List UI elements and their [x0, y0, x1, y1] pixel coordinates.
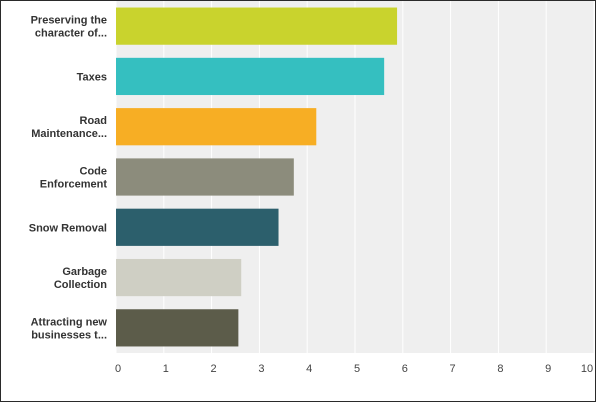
category-labels: Preserving the character of... Taxes Road Ma… [29, 15, 108, 342]
category-label: Code Enforcement [40, 166, 108, 191]
x-tick-label: 7 [450, 363, 456, 375]
x-tick-label: 3 [258, 363, 264, 375]
category-label: Taxes [77, 71, 107, 83]
x-tick-label: 1 [163, 363, 169, 375]
x-tick-label: 5 [354, 363, 360, 375]
category-label: Attracting new businesses t... [31, 316, 108, 341]
category-label: Snow Removal [29, 222, 107, 234]
x-tick-label: 4 [306, 363, 312, 375]
x-tick-label: 0 [115, 363, 121, 375]
bars [116, 7, 398, 347]
category-label: Preserving the character of... [31, 15, 107, 40]
x-tick-label: 2 [211, 363, 217, 375]
bar[interactable] [116, 108, 317, 146]
bar[interactable] [116, 258, 242, 297]
bar[interactable] [116, 7, 398, 45]
x-tick-label: 6 [402, 363, 408, 375]
bar[interactable] [116, 57, 385, 96]
bar[interactable] [116, 309, 239, 347]
category-label: Road Maintenance... [31, 115, 107, 140]
x-tick-label: 8 [497, 363, 503, 375]
bar[interactable] [116, 208, 279, 246]
x-axis-ticks: 0 1 2 3 4 5 6 7 8 9 10 [115, 363, 593, 375]
category-label: Garbage Collection [54, 266, 107, 291]
bar[interactable] [116, 158, 294, 196]
x-tick-label: 10 [581, 363, 593, 375]
x-tick-label: 9 [545, 363, 551, 375]
